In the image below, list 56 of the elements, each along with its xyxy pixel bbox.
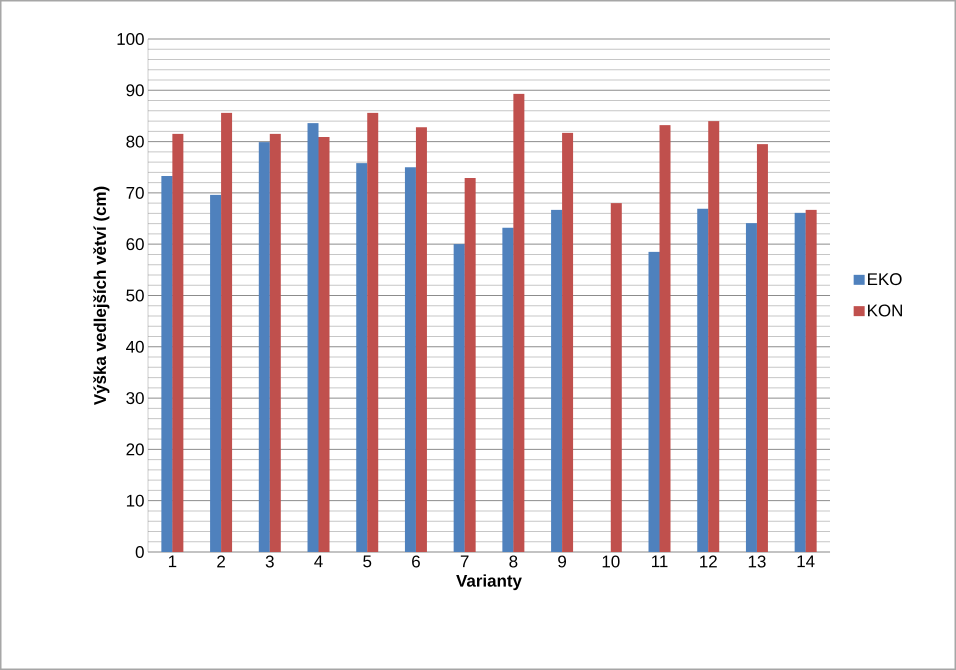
bar [221, 112, 232, 552]
legend-label: EKO [868, 273, 902, 286]
y-tick-label: 70 [126, 186, 144, 199]
x-axis-title: Varianty [456, 574, 522, 590]
bar [562, 132, 574, 552]
y-tick-label: 50 [126, 289, 144, 302]
bar [708, 121, 720, 552]
x-tick-label: 8 [509, 556, 518, 568]
bar [404, 167, 416, 552]
bar [746, 223, 757, 552]
x-tick-label: 5 [363, 556, 372, 568]
bar [270, 134, 281, 552]
bar [367, 112, 378, 552]
y-tick-label: 80 [126, 136, 144, 148]
x-tick-label: 9 [558, 556, 566, 568]
x-tick-label: 3 [266, 556, 274, 568]
bar [318, 136, 330, 552]
bar [210, 194, 222, 552]
bar [356, 163, 368, 552]
bar [513, 94, 524, 552]
bar [610, 203, 622, 552]
bar [258, 142, 270, 552]
y-tick-label: 40 [126, 340, 144, 353]
bar [697, 208, 708, 552]
y-tick-label: 60 [126, 238, 144, 250]
y-tick-label: 10 [126, 494, 144, 507]
x-tick-label: 10 [602, 556, 620, 568]
bar [454, 244, 465, 552]
x-tick-label: 4 [314, 556, 323, 568]
y-tick-label: 90 [126, 84, 144, 96]
bar [416, 127, 427, 552]
bar [794, 212, 806, 552]
bar [172, 134, 184, 552]
x-tick-label: 11 [652, 556, 668, 568]
y-tick-label: 30 [126, 392, 144, 404]
y-tick-label: 0 [136, 546, 144, 558]
y-tick-label: 100 [118, 32, 144, 45]
bar [308, 123, 319, 552]
bar [551, 210, 562, 552]
x-tick-label: 12 [700, 556, 717, 568]
bar [756, 144, 768, 552]
y-axis-title: Výška vedlejších větví (cm) [93, 186, 110, 406]
x-tick-label: 14 [798, 556, 815, 568]
bar [648, 252, 660, 552]
bar [464, 178, 476, 552]
x-tick-label: 1 [168, 556, 176, 568]
x-tick-label: 6 [412, 556, 420, 568]
bar [161, 176, 172, 552]
bar [660, 125, 671, 552]
x-tick-label: 2 [217, 556, 225, 568]
y-tick-label: 20 [126, 443, 144, 456]
legend-label: KON [868, 304, 902, 316]
bar [806, 210, 817, 552]
x-tick-label: 13 [748, 556, 766, 568]
bar [502, 228, 514, 552]
x-tick-label: 7 [460, 556, 469, 568]
